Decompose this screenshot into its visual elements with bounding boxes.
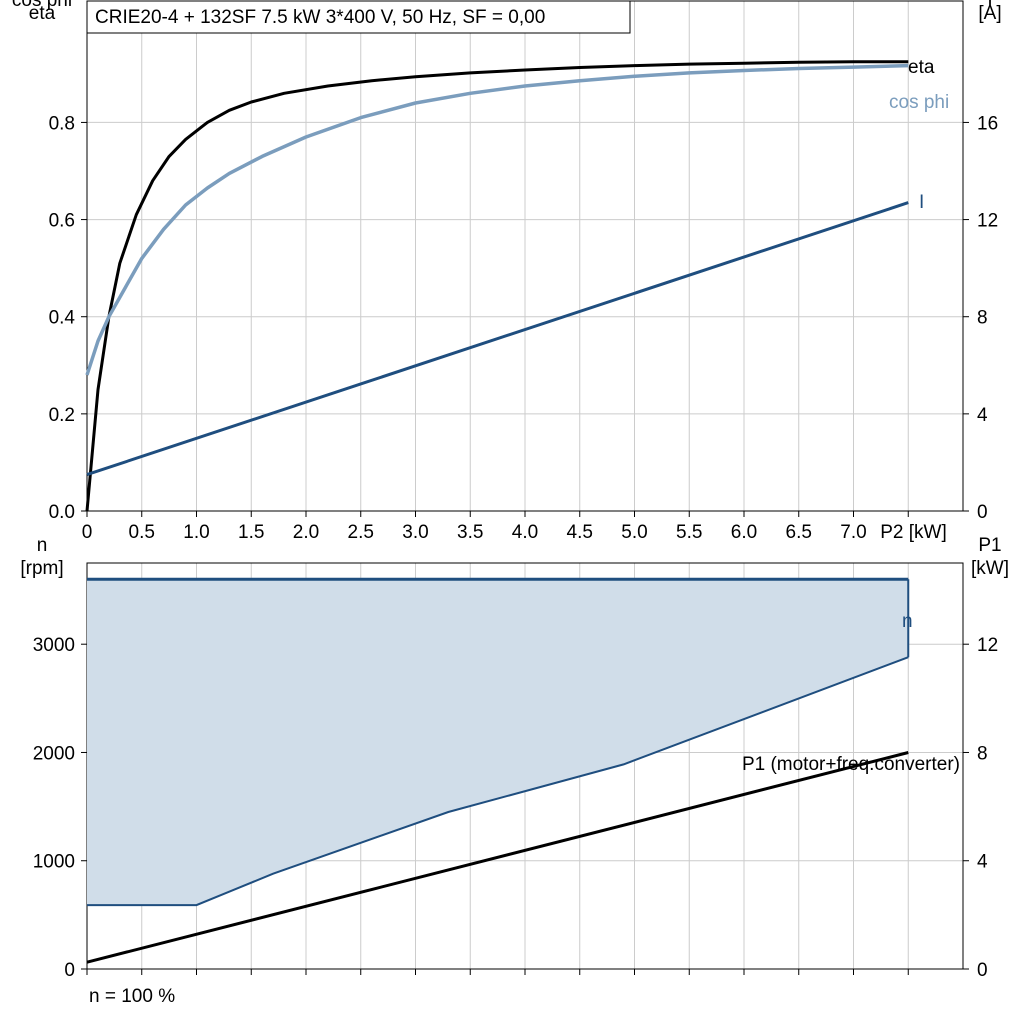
x-tick-label: 0	[82, 522, 93, 543]
y-left-tick-label: 1000	[33, 852, 75, 873]
y-left-axis-label: cos phi	[12, 0, 72, 11]
x-tick-label: 4.5	[567, 522, 593, 543]
chart-title-box	[86, 0, 631, 34]
y-left-tick-label: 0.0	[49, 502, 75, 523]
y-left-tick-label: 0.4	[49, 308, 76, 329]
speed-note: n = 100 %	[89, 986, 175, 1007]
series-label-n: n	[902, 611, 913, 632]
y-left-tick-label: 0.8	[49, 113, 75, 134]
y-right-tick-label: 16	[977, 113, 998, 134]
series-label-i: I	[919, 192, 924, 213]
speed-range-area	[87, 579, 909, 906]
x-tick-label: 6.5	[786, 522, 812, 543]
x-tick-label: 5.0	[621, 522, 647, 543]
y-left-axis-label: n	[37, 535, 48, 556]
y-left-tick-label: 0.6	[49, 211, 75, 232]
y-left-axis-unit: eta	[29, 3, 56, 24]
y-right-axis-label: I	[987, 0, 992, 11]
speed-min-line	[87, 656, 909, 907]
y-left-tick-label: 2000	[33, 743, 75, 764]
x-tick-label: 6.0	[731, 522, 757, 543]
x-tick-label: 2.5	[348, 522, 374, 543]
series-line-i	[86, 201, 909, 477]
y-right-axis-label: P1	[978, 535, 1001, 556]
x-tick-label: 3.5	[457, 522, 483, 543]
series-label-eta: eta	[908, 57, 935, 78]
series-label-cos-phi: cos phi	[889, 92, 949, 113]
x-tick-label: 2.0	[293, 522, 319, 543]
y-right-tick-label: 4	[977, 852, 988, 873]
series-label-p1: P1 (motor+freq.converter)	[742, 754, 960, 775]
x-tick-label: 1.0	[183, 522, 209, 543]
series-line-p1	[86, 751, 909, 964]
y-left-axis-unit: [rpm]	[20, 558, 63, 579]
y-right-tick-label: 0	[977, 960, 988, 981]
y-right-tick-label: 8	[977, 308, 988, 329]
y-right-tick-label: 0	[977, 502, 988, 523]
x-tick-label: 5.5	[676, 522, 702, 543]
x-tick-label: 1.5	[238, 522, 264, 543]
y-left-tick-label: 3000	[33, 635, 75, 656]
series-line-eta	[85, 60, 909, 512]
y-right-tick-label: 12	[977, 211, 998, 232]
y-right-tick-label: 12	[977, 635, 998, 656]
y-left-tick-label: 0.2	[49, 405, 75, 426]
y-right-tick-label: 4	[977, 405, 988, 426]
x-tick-label: 3.0	[402, 522, 428, 543]
series-line-cos-phi	[85, 63, 909, 376]
y-right-tick-label: 8	[977, 743, 988, 764]
y-right-axis-unit: [kW]	[971, 558, 1009, 579]
x-tick-label: 4.0	[512, 522, 538, 543]
x-axis-label: P2 [kW]	[880, 522, 947, 543]
x-tick-label: 0.5	[129, 522, 155, 543]
y-right-axis-unit: [A]	[978, 3, 1001, 24]
x-tick-label: 7.0	[840, 522, 866, 543]
y-left-tick-label: 0	[64, 960, 75, 981]
chart-title: CRIE20-4 + 132SF 7.5 kW 3*400 V, 50 Hz, …	[95, 7, 545, 28]
